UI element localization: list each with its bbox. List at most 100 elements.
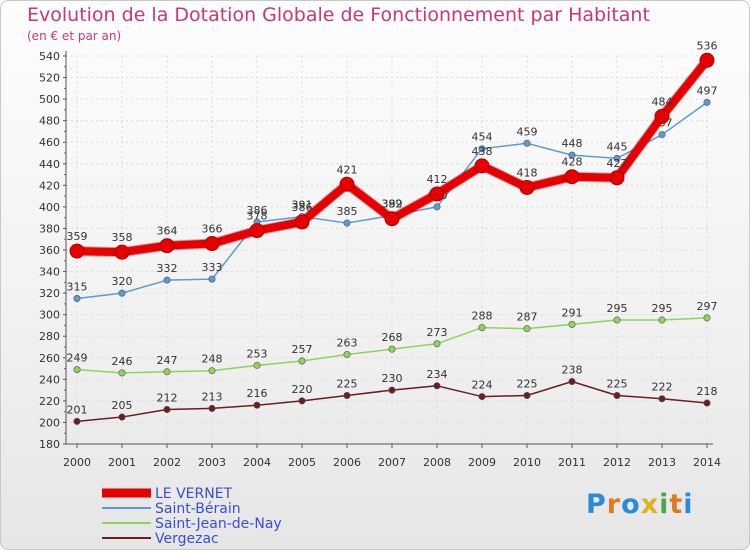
data-point <box>433 382 441 390</box>
data-label: 268 <box>382 331 403 344</box>
logo-letter: x <box>640 489 660 520</box>
data-label: 213 <box>202 390 223 403</box>
x-tick-label: 2014 <box>693 456 721 469</box>
x-tick-label: 2000 <box>63 456 91 469</box>
data-point <box>478 324 486 332</box>
data-point <box>474 158 490 174</box>
data-point <box>298 397 306 405</box>
y-tick-label: 480 <box>39 115 60 128</box>
data-point <box>73 417 81 425</box>
data-label: 358 <box>112 231 133 244</box>
data-label: 497 <box>697 84 718 97</box>
data-label: 212 <box>157 392 178 405</box>
data-label: 412 <box>427 173 448 186</box>
data-point <box>204 236 220 252</box>
data-label: 225 <box>517 378 538 391</box>
data-label: 459 <box>517 125 538 138</box>
data-label: 386 <box>292 201 313 214</box>
chart-title: Evolution de la Dotation Globale de Fonc… <box>27 4 650 26</box>
data-label: 418 <box>517 166 538 179</box>
data-label: 392 <box>382 198 403 211</box>
grid-group: 180 200 220 240 260 280 300 320 340 360 380 400 420 4… <box>39 50 721 469</box>
data-point <box>609 170 625 186</box>
data-label: 295 <box>652 302 673 315</box>
data-label: 287 <box>517 311 538 324</box>
x-tick-label: 2013 <box>648 456 676 469</box>
x-tick-label: 2003 <box>198 456 226 469</box>
data-label: 234 <box>427 368 448 381</box>
data-label: 389 <box>382 198 403 211</box>
y-tick-label: 240 <box>39 373 60 386</box>
data-point <box>568 377 576 385</box>
data-label: 428 <box>562 156 583 169</box>
legend: LE VERNETSaint-BérainSaint-Jean-de-NayVe… <box>102 486 282 547</box>
x-tick-label: 2007 <box>378 456 406 469</box>
legend-item: Vergezac <box>102 531 219 547</box>
x-tick-label: 2008 <box>423 456 451 469</box>
legend-item: Saint-Jean-de-Nay <box>102 516 282 532</box>
data-label: 263 <box>337 337 358 350</box>
series-saint-jean-de-nay: 249 246 247 248 253 257 263 268 273 288 287 291 295 2… <box>67 300 718 377</box>
data-point <box>249 223 265 239</box>
data-label: 448 <box>562 137 583 150</box>
data-label: 225 <box>337 378 358 391</box>
data-point <box>433 203 441 211</box>
data-point <box>613 391 621 399</box>
data-label: 333 <box>202 261 223 274</box>
data-label: 438 <box>472 145 493 158</box>
y-tick-label: 440 <box>39 158 60 171</box>
data-point <box>208 275 216 283</box>
data-label: 364 <box>157 225 178 238</box>
y-tick-label: 260 <box>39 352 60 365</box>
data-point <box>298 357 306 365</box>
x-tick-label: 2002 <box>153 456 181 469</box>
data-point <box>658 395 666 403</box>
y-tick-label: 300 <box>39 309 60 322</box>
data-label: 366 <box>202 223 223 236</box>
data-label: 201 <box>67 403 88 416</box>
legend-item: LE VERNET <box>102 486 233 502</box>
data-label: 386 <box>247 204 268 217</box>
data-point <box>343 351 351 359</box>
data-label: 220 <box>292 383 313 396</box>
series-vergezac: 201 205 212 213 216 220 225 230 234 224 225 238 225 2… <box>67 363 718 425</box>
data-label: 385 <box>337 205 358 218</box>
x-tick-label: 2010 <box>513 456 541 469</box>
data-label: 484 <box>652 95 673 108</box>
data-point <box>163 276 171 284</box>
data-label: 225 <box>607 378 628 391</box>
data-point <box>613 154 621 162</box>
data-label: 445 <box>607 140 628 153</box>
y-tick-label: 420 <box>39 179 60 192</box>
x-tick-label: 2009 <box>468 456 496 469</box>
data-point <box>703 399 711 407</box>
data-label: 247 <box>157 354 178 367</box>
data-point <box>613 316 621 324</box>
data-label: 427 <box>607 157 628 170</box>
data-point <box>339 176 355 192</box>
data-label: 257 <box>292 343 313 356</box>
data-label: 536 <box>697 39 718 52</box>
y-tick-label: 360 <box>39 244 60 257</box>
data-point <box>253 361 261 369</box>
data-point <box>73 366 81 374</box>
data-label: 359 <box>67 230 88 243</box>
data-point <box>343 219 351 227</box>
y-tick-label: 380 <box>39 222 60 235</box>
y-tick-label: 200 <box>39 416 60 429</box>
data-point <box>253 401 261 409</box>
data-point <box>564 169 580 185</box>
data-point <box>118 289 126 297</box>
data-label: 222 <box>652 381 673 394</box>
data-label: 238 <box>562 363 583 376</box>
data-point <box>388 386 396 394</box>
data-label: 249 <box>67 352 88 365</box>
data-point <box>703 314 711 322</box>
logo-letter: o <box>621 489 641 520</box>
data-label: 253 <box>247 347 268 360</box>
data-point <box>294 214 310 230</box>
data-point <box>523 139 531 147</box>
